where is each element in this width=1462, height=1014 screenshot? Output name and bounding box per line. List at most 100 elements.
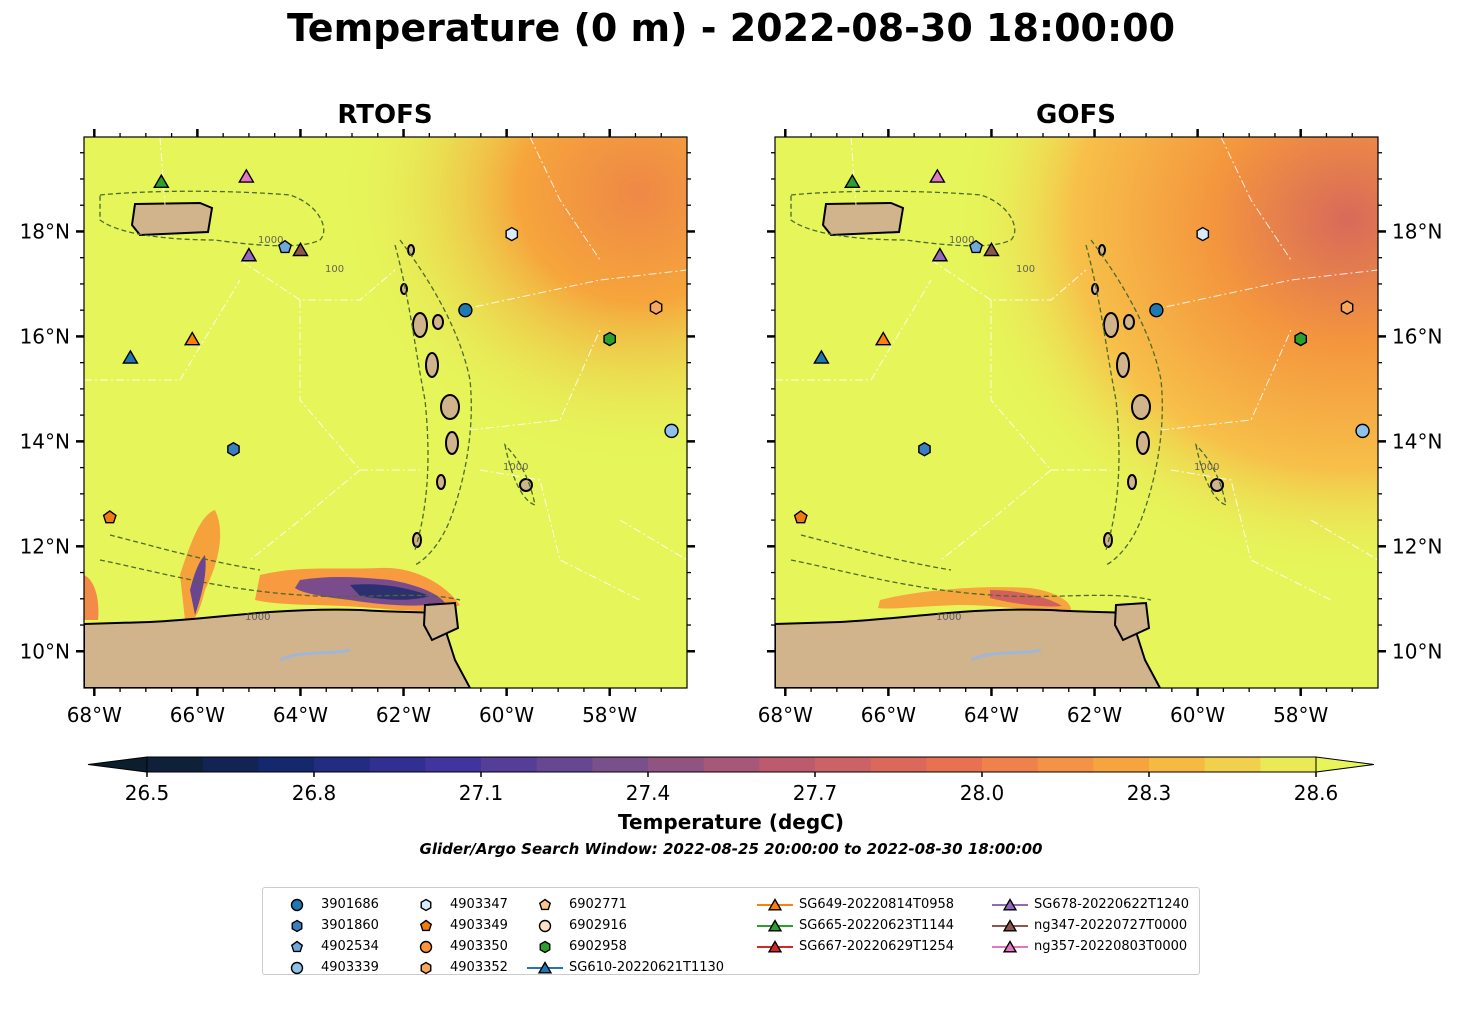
legend-marker bbox=[767, 939, 783, 953]
platform-marker-3901686 bbox=[458, 302, 473, 318]
cold-anomaly bbox=[878, 587, 1071, 612]
svg-text:100: 100 bbox=[325, 264, 344, 275]
lon-tick-label: 66°W bbox=[170, 703, 225, 727]
platform-marker-3901860 bbox=[227, 441, 240, 457]
colorbar-tick-label: 28.6 bbox=[1294, 781, 1339, 805]
legend-column: 3901686 3901860 4902534 4903339 bbox=[277, 894, 379, 978]
legend-item: 3901860 bbox=[277, 915, 379, 936]
trinidad bbox=[422, 601, 460, 642]
legend-label: SG649-20220814T0958 bbox=[799, 897, 955, 912]
contour-labels: 1000 100 1000 1000 bbox=[936, 235, 1219, 623]
legend-circle-icon bbox=[290, 898, 304, 911]
legend-item: 6902771 bbox=[525, 894, 724, 915]
svg-text:100: 100 bbox=[1016, 264, 1035, 275]
legend-label: SG665-20220623T1144 bbox=[799, 918, 955, 933]
lon-tick-label: 64°W bbox=[273, 703, 328, 727]
lon-tick-label: 68°W bbox=[67, 703, 122, 727]
legend-item: 6902958 bbox=[525, 936, 724, 957]
legend-marker bbox=[1002, 939, 1018, 953]
legend-label: 6902916 bbox=[569, 918, 627, 933]
legend-hexagon-icon bbox=[291, 919, 303, 932]
legend-marker bbox=[539, 940, 551, 953]
legend-item: ng347-20220727T0000 bbox=[990, 915, 1189, 936]
legend-circle-icon bbox=[538, 919, 552, 932]
colorbar-tick-label: 27.1 bbox=[459, 781, 504, 805]
legend-label: 6902958 bbox=[569, 939, 627, 954]
legend-label: ng347-20220727T0000 bbox=[1034, 918, 1188, 933]
legend-triangle-icon bbox=[992, 918, 1028, 932]
contour-labels: 1000 100 1000 1000 bbox=[245, 235, 528, 623]
trinidad bbox=[1113, 601, 1151, 642]
legend-item: 4903347 bbox=[406, 894, 508, 915]
legend-triangle-icon bbox=[757, 897, 793, 911]
legend-column: SG678-20220622T1240 ng347-20220727T0000 ng… bbox=[990, 894, 1189, 957]
legend-hexagon-icon bbox=[539, 940, 551, 953]
platform-marker-sg665-20220623t1144 bbox=[844, 173, 861, 188]
legend-triangle-icon bbox=[992, 939, 1028, 953]
legend-item: SG678-20220622T1240 bbox=[990, 894, 1189, 915]
legend-label: ng357-20220803T0000 bbox=[1034, 939, 1188, 954]
legend-marker bbox=[420, 961, 432, 974]
colorbar-tick-label: 26.8 bbox=[292, 781, 337, 805]
lon-tick-label: 58°W bbox=[582, 703, 637, 727]
platform-marker-ng347-20220727t0000 bbox=[983, 241, 1000, 257]
legend-pentagon-icon bbox=[538, 898, 552, 910]
lat-tick-label: 18°N bbox=[20, 219, 70, 243]
platform-marker-4902534 bbox=[277, 239, 293, 254]
platform-marker-sg678-20220622t1240 bbox=[240, 247, 258, 262]
lat-tick-label: 14°N bbox=[20, 429, 70, 453]
legend-item: 4903349 bbox=[406, 915, 508, 936]
legend-marker bbox=[290, 961, 304, 974]
legend-label: SG610-20220621T1130 bbox=[569, 960, 725, 975]
svg-text:1000: 1000 bbox=[245, 612, 270, 623]
svg-text:1000: 1000 bbox=[503, 462, 528, 473]
platform-marker-4903352 bbox=[649, 300, 663, 315]
platform-marker-3901860 bbox=[918, 441, 931, 457]
lon-tick-label: 68°W bbox=[758, 703, 813, 727]
river bbox=[279, 648, 351, 662]
axis-ticks: 68°W 66°W 64°W 62°W 60°W 58°W 18°N 16°N 14°N 12°N… bbox=[20, 129, 1442, 727]
legend-marker bbox=[538, 919, 552, 932]
colorbar-tick-label: 27.7 bbox=[793, 781, 838, 805]
legend-column: 6902771 6902916 6902958 SG610-20220621T1130 bbox=[525, 894, 724, 978]
lon-tick-label: 60°W bbox=[479, 703, 534, 727]
legend-item: SG667-20220629T1254 bbox=[755, 936, 954, 957]
legend-marker bbox=[420, 898, 432, 911]
legend-pentagon-icon bbox=[290, 940, 304, 952]
map-panels: 1000 100 1000 1000 bbox=[20, 129, 1442, 727]
legend-marker bbox=[290, 898, 304, 911]
legend-hexagon-icon bbox=[420, 898, 432, 911]
legend-column: 4903347 4903349 4903350 4903352 bbox=[406, 894, 508, 978]
puerto-rico bbox=[821, 201, 905, 237]
legend-circle-icon bbox=[419, 940, 433, 953]
legend-label: 4903339 bbox=[321, 960, 379, 975]
legend-marker bbox=[419, 919, 433, 931]
lon-tick-label: 60°W bbox=[1170, 703, 1225, 727]
platform-marker-4902534 bbox=[968, 239, 984, 254]
legend-label: 4903349 bbox=[450, 918, 508, 933]
legend-marker bbox=[1002, 918, 1018, 932]
colorbar-tick-label: 26.5 bbox=[125, 781, 170, 805]
platform-marker-ng357-20220803t0000 bbox=[929, 168, 946, 183]
platform-marker-ng347-20220727t0000 bbox=[292, 241, 309, 257]
legend-marker bbox=[291, 919, 303, 932]
platform-marker-6902958 bbox=[603, 331, 617, 347]
svg-text:1000: 1000 bbox=[936, 612, 961, 623]
platform-marker-4903339 bbox=[664, 423, 679, 439]
platform-marker-sg610-20220621t1130 bbox=[122, 349, 139, 364]
south-america-land bbox=[84, 608, 472, 688]
legend-triangle-icon bbox=[757, 918, 793, 932]
platform-marker-sg649-20220814t0958 bbox=[183, 331, 201, 346]
legend-item: 3901686 bbox=[277, 894, 379, 915]
platform-marker-3901686 bbox=[1149, 302, 1164, 318]
lon-tick-label: 58°W bbox=[1273, 703, 1328, 727]
legend-item: SG649-20220814T0958 bbox=[755, 894, 954, 915]
lat-tick-label: 14°N bbox=[1392, 429, 1442, 453]
legend-marker bbox=[767, 897, 783, 911]
lat-tick-label: 10°N bbox=[1392, 639, 1442, 663]
legend-marker bbox=[290, 940, 304, 952]
colorbar-tick-label: 28.0 bbox=[960, 781, 1005, 805]
platform-marker-4903349 bbox=[793, 510, 808, 524]
svg-text:1000: 1000 bbox=[949, 235, 974, 246]
puerto-rico bbox=[130, 201, 214, 237]
